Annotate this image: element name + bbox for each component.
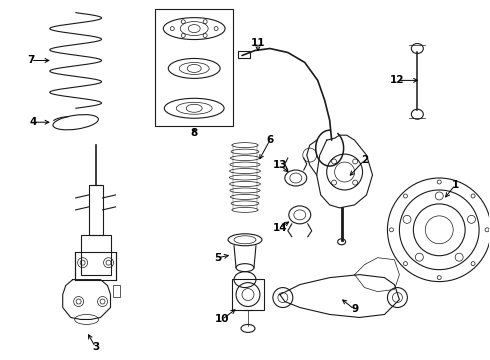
Text: 10: 10 bbox=[215, 314, 229, 324]
Text: 9: 9 bbox=[351, 305, 358, 315]
Bar bbox=[155, 9, 233, 126]
Text: 13: 13 bbox=[272, 160, 287, 170]
Bar bbox=[238, 50, 250, 58]
Text: 1: 1 bbox=[452, 180, 459, 190]
Bar bbox=[113, 285, 121, 297]
Text: 3: 3 bbox=[92, 342, 99, 352]
Text: 12: 12 bbox=[390, 75, 405, 85]
Bar bbox=[74, 252, 117, 280]
Text: 7: 7 bbox=[27, 55, 34, 66]
Text: 5: 5 bbox=[215, 253, 222, 263]
Text: 6: 6 bbox=[266, 135, 273, 145]
Text: 2: 2 bbox=[361, 155, 368, 165]
Text: 11: 11 bbox=[251, 37, 265, 48]
Bar bbox=[89, 185, 102, 235]
Text: 4: 4 bbox=[29, 117, 37, 127]
Bar bbox=[81, 235, 111, 275]
Text: 8: 8 bbox=[191, 128, 198, 138]
Bar bbox=[232, 279, 264, 310]
Text: 14: 14 bbox=[272, 223, 287, 233]
